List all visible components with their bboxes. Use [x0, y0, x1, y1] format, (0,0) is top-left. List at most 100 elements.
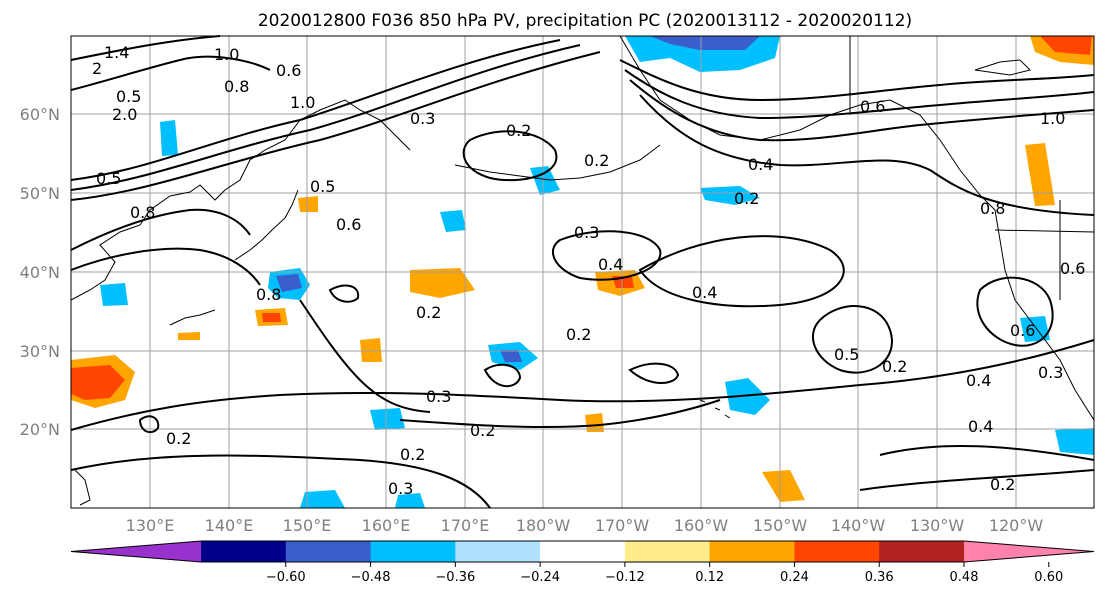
colorbar-extend-high: [964, 541, 1094, 562]
pv-contour: [628, 362, 680, 384]
pv-contour: [619, 59, 1095, 102]
contour-label: 0.3: [426, 387, 451, 406]
colorbar-tick-label: 0.48: [950, 570, 979, 585]
contour-label: 0.2: [470, 421, 495, 440]
pv-contour: [70, 247, 261, 286]
pv-contour: [462, 130, 558, 182]
colorbar-segment: [879, 541, 965, 562]
lon-label: 120°W: [989, 516, 1044, 535]
contour-label: 0.5: [834, 345, 859, 364]
pv-contour: [70, 339, 1095, 431]
precip-neg-area: [1020, 316, 1050, 342]
contour-label: 0.8: [256, 285, 281, 304]
lon-label: 180°W: [516, 516, 571, 535]
contour-label: 0.2: [416, 303, 441, 322]
precip-pos-area: [178, 332, 200, 340]
map-panel: 1.4 2 1.0 0.6 0.8 2.0 1.0 0.5 0.3 0.2 0.…: [70, 35, 1095, 509]
contour-label: 0.8: [130, 203, 155, 222]
contour-label: 0.6: [860, 97, 885, 116]
contour-label: 0.3: [1038, 363, 1063, 382]
precip-pos-area: [360, 338, 382, 362]
precip-neg-area-core: [500, 350, 522, 362]
colorbar-tick-label: 0.24: [780, 570, 809, 585]
lon-label: 150°E: [283, 516, 332, 535]
colorbar-segment: [624, 541, 711, 562]
colorbar-outline: [70, 540, 1095, 563]
precip-shading: [71, 36, 1094, 508]
colorbar: −0.60 −0.48 −0.36 −0.24 −0.12 0.12 0.24 0.36 0.4…: [70, 540, 1095, 585]
contour-label: 1.0: [1040, 109, 1065, 128]
coast-japan: [234, 189, 299, 261]
contour-label: 0.6: [1060, 259, 1085, 278]
contour-label: 0.4: [598, 255, 623, 274]
lon-label: 130°E: [126, 516, 175, 535]
colorbar-segment: [455, 541, 541, 562]
contour-label: 0.5: [116, 87, 141, 106]
contour-label: 0.8: [224, 77, 249, 96]
contour-label: 0.2: [990, 475, 1015, 494]
contour-label: 0.2: [566, 325, 591, 344]
contour-label: 0.4: [692, 283, 717, 302]
colorbar-tick-label: −0.36: [435, 570, 475, 585]
contour-label: 0.6: [276, 61, 301, 80]
contour-label: 0.5: [96, 169, 121, 188]
lon-label: 140°E: [205, 516, 254, 535]
map-frame: [70, 35, 1095, 509]
pv-contour: [624, 69, 1095, 120]
colorbar-segment: [370, 541, 456, 562]
pv-contour: [299, 299, 431, 413]
precip-neg-area: [160, 120, 178, 156]
lon-label: 130°W: [910, 516, 965, 535]
lon-label: 170°W: [595, 516, 650, 535]
contour-label: 0.2: [584, 151, 609, 170]
precip-neg-area: [395, 493, 425, 508]
contour-label: 0.4: [966, 371, 991, 390]
lon-label: 140°W: [831, 516, 886, 535]
lat-label: 40°N: [20, 263, 60, 282]
precip-neg-area-core: [650, 36, 760, 50]
lon-label: 150°W: [753, 516, 808, 535]
pv-contour: [483, 363, 522, 388]
colorbar-tick-label: −0.60: [266, 570, 306, 585]
contour-label: 0.6: [336, 215, 361, 234]
colorbar-segment: [540, 541, 626, 562]
contour-label: 0.2: [506, 121, 531, 140]
coast-philippines: [74, 469, 91, 506]
contour-label: 0.3: [410, 109, 435, 128]
coast-aleutians: [454, 144, 661, 181]
pv-contour: [70, 51, 601, 201]
pv-contour: [70, 55, 271, 91]
coast-na-west: [994, 209, 1095, 421]
contour-labels: 1.4 2 1.0 0.6 0.8 2.0 1.0 0.5 0.3 0.2 0.…: [92, 43, 1085, 498]
precip-neg-area: [300, 490, 345, 508]
coast-asia: [70, 99, 411, 301]
pv-contour: [859, 469, 1095, 491]
contour-label: 0.2: [734, 189, 759, 208]
pv-contour: [639, 94, 1095, 216]
precip-neg-area: [1055, 428, 1094, 455]
contour-label: 0.6: [1010, 321, 1035, 340]
pv-contour: [976, 276, 1054, 347]
precip-pos-area: [762, 470, 805, 502]
lat-labels: 60°N 50°N 40°N 30°N 20°N: [20, 105, 60, 439]
pv-contour: [70, 35, 221, 61]
contour-label: 1.0: [214, 45, 239, 64]
colorbar-extend-low: [71, 541, 201, 562]
pv-contour: [70, 454, 491, 509]
colorbar-tick-label: 0.36: [865, 570, 894, 585]
pv-contours: [70, 35, 1095, 509]
lon-labels: 130°E 140°E 150°E 160°E 170°E 180°W 170°…: [126, 516, 1044, 535]
contour-label: 0.2: [882, 357, 907, 376]
lon-label: 160°E: [362, 516, 411, 535]
colorbar-segment: [201, 541, 287, 562]
gridlines: [71, 36, 1094, 508]
precip-neg-area: [530, 166, 560, 195]
contour-label: 0.3: [388, 479, 413, 498]
pv-contour: [138, 415, 160, 434]
pv-contour: [399, 399, 721, 429]
coast-kyushu: [169, 309, 216, 326]
precip-neg-area: [370, 408, 405, 430]
pv-contour: [551, 230, 662, 281]
colorbar-tick-label: −0.24: [520, 570, 560, 585]
